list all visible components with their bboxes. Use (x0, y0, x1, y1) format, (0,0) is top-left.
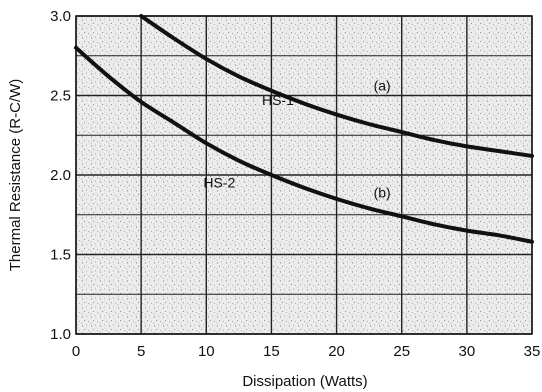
curve-label: HS-2 (203, 175, 235, 191)
x-tick-label: 0 (72, 343, 80, 360)
x-tick-labels: 0 5 10 15 20 25 30 35 (72, 343, 541, 360)
y-axis-label: Thermal Resistance (R-C/W) (7, 79, 24, 272)
x-tick-label: 30 (459, 343, 476, 360)
y-tick-label: 1.5 (50, 247, 71, 264)
series-layer (74, 14, 534, 244)
y-tick-label: 2.0 (50, 167, 71, 184)
curve-label: (a) (374, 78, 391, 94)
y-tick-label: 1.0 (50, 326, 71, 343)
x-axis-label: Dissipation (Watts) (242, 373, 367, 390)
x-tick-label: 10 (198, 343, 215, 360)
y-tick-labels: 1.0 1.5 2.0 2.5 3.0 (50, 8, 71, 343)
x-tick-label: 25 (393, 343, 410, 360)
x-tick-label: 5 (137, 343, 145, 360)
y-tick-label: 3.0 (50, 8, 71, 25)
y-tick-label: 2.5 (50, 88, 71, 105)
series-line-hs-2 (74, 45, 534, 244)
series-line-hs-1 (139, 14, 534, 158)
annotations: HS-1 (a) HS-2 (b) (203, 78, 390, 201)
x-tick-label: 35 (524, 343, 541, 360)
x-tick-label: 20 (328, 343, 345, 360)
plot-frame (75, 15, 533, 335)
curve-label: (b) (374, 184, 391, 200)
curve-label: HS-1 (262, 92, 294, 108)
x-tick-label: 15 (263, 343, 280, 360)
